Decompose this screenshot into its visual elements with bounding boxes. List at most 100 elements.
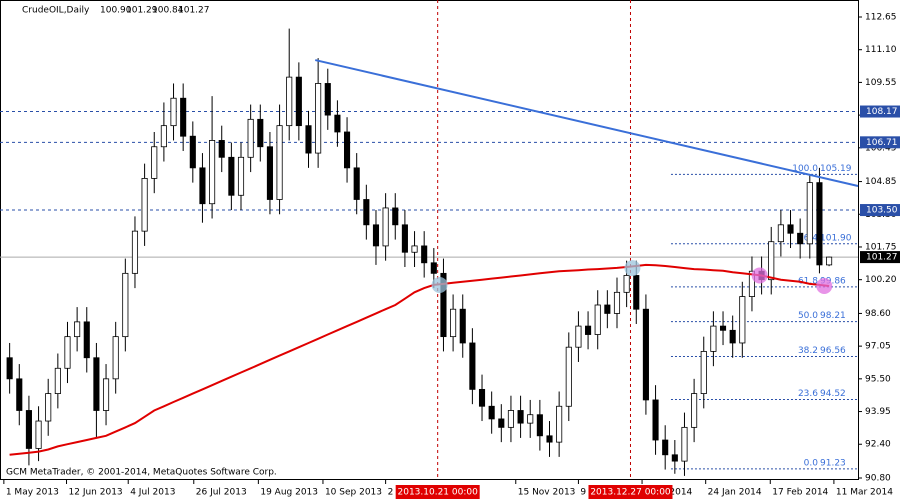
y-tick-label: 98.60: [865, 309, 891, 319]
highlight-circle: [816, 278, 833, 295]
fib-ratio: 50.0: [798, 311, 818, 321]
level-box: [860, 204, 900, 217]
vertical-label-box: [395, 485, 480, 499]
candle-body: [237, 156, 245, 196]
candle-body: [450, 308, 457, 338]
candle-body: [382, 207, 389, 247]
candle-body: [478, 388, 486, 407]
candle-body: [344, 131, 351, 169]
candle-body: [671, 454, 678, 462]
candle-body: [536, 414, 543, 437]
candle-body: [710, 325, 717, 352]
highlight-circle: [624, 260, 641, 277]
x-tick-label: 4 Jul 2013: [130, 488, 175, 498]
candle-body: [160, 125, 167, 148]
candle-body: [633, 275, 640, 310]
candle-body: [527, 414, 534, 424]
candle-body: [54, 367, 61, 395]
fib-price: 99.86: [820, 276, 846, 286]
highlight-circle: [431, 276, 448, 293]
candle-body: [16, 378, 23, 411]
candle-body: [257, 118, 264, 148]
y-tick-label: 100.20: [865, 275, 897, 285]
candle-body: [797, 232, 804, 245]
level-box: [860, 136, 900, 149]
level-label: 103.50: [866, 206, 898, 216]
fib-price: 96.56: [820, 346, 846, 356]
candle-body: [102, 378, 110, 411]
y-tick-label: 93.95: [865, 407, 891, 417]
candle-body: [363, 199, 370, 226]
x-tick-label: 17 Feb 2014: [772, 488, 828, 498]
candle-body: [806, 182, 813, 245]
y-tick-label: 95.50: [865, 374, 891, 384]
vertical-label: 2013.12.27 00:00: [590, 488, 671, 498]
y-tick-label: 97.05: [865, 342, 891, 352]
y-tick-label: 109.55: [865, 78, 897, 88]
candle-body: [295, 76, 302, 127]
trendline: [315, 59, 859, 187]
fib-ratio: 23.6: [798, 389, 818, 399]
candle-body: [507, 410, 514, 428]
candle-body: [401, 224, 408, 253]
candle-body: [209, 140, 216, 205]
level-label: 106.71: [866, 138, 898, 148]
candle-body: [276, 125, 283, 200]
y-tick-label: 104.85: [865, 177, 897, 187]
vertical-label-box: [588, 485, 673, 499]
candle-body: [392, 207, 399, 226]
candle-body: [35, 420, 42, 449]
footer: GCM MetaTrader, © 2001-2014, MetaQuotes …: [6, 468, 277, 478]
header-value: 100.84: [152, 6, 184, 16]
candle-body: [25, 410, 32, 449]
candle-body: [691, 393, 698, 428]
candle-body: [662, 439, 669, 456]
candle-body: [777, 224, 784, 243]
candle-body: [739, 296, 746, 344]
current-price-box: [860, 251, 900, 264]
x-tick-label: 11 Mar 2014: [836, 488, 893, 498]
candle-body: [180, 97, 187, 137]
candle-body: [469, 342, 476, 390]
candle-body: [430, 262, 437, 274]
candle-body: [642, 308, 649, 401]
x-tick-label: 10 Sep 2013: [325, 488, 382, 498]
candle-body: [170, 97, 177, 127]
candle-body: [440, 272, 447, 338]
candle-body: [199, 167, 206, 205]
candle-body: [748, 270, 756, 297]
candle-body: [623, 275, 630, 293]
candle-body: [768, 241, 775, 281]
y-tick-label: 90.80: [865, 474, 891, 484]
candle-body: [411, 245, 418, 253]
candle-body: [787, 224, 794, 234]
y-tick-label: 111.10: [865, 45, 897, 55]
y-tick-label: 112.65: [865, 13, 897, 23]
candle-body: [459, 308, 466, 344]
candle-body: [64, 336, 71, 369]
fib-ratio: 0.0: [804, 458, 819, 468]
fib-price: 91.23: [820, 458, 846, 468]
header-value: 101.29: [126, 6, 158, 16]
current-price-label: 101.27: [866, 253, 898, 263]
candle-body: [604, 304, 611, 314]
candle-body: [556, 405, 563, 443]
candle-body: [613, 291, 621, 314]
fib-price: 101.90: [820, 233, 852, 243]
candle-body: [826, 256, 833, 266]
y-tick-label: 92.40: [865, 440, 891, 450]
candle-body: [353, 167, 360, 200]
fib-price: 105.19: [820, 164, 852, 174]
candle-body: [83, 321, 90, 359]
x-tick-label: 24 Jan 2014: [708, 488, 762, 498]
header-value: 101.27: [178, 6, 210, 16]
candle-body: [112, 336, 119, 380]
candle-body: [565, 346, 572, 407]
candle-body: [189, 135, 196, 169]
candle-body: [517, 410, 524, 424]
candle-body: [228, 156, 235, 196]
candle-body: [315, 83, 322, 154]
vertical-label: 2013.10.21 00:00: [398, 488, 479, 498]
candle-body: [488, 405, 495, 420]
plot-frame: [0, 0, 859, 480]
